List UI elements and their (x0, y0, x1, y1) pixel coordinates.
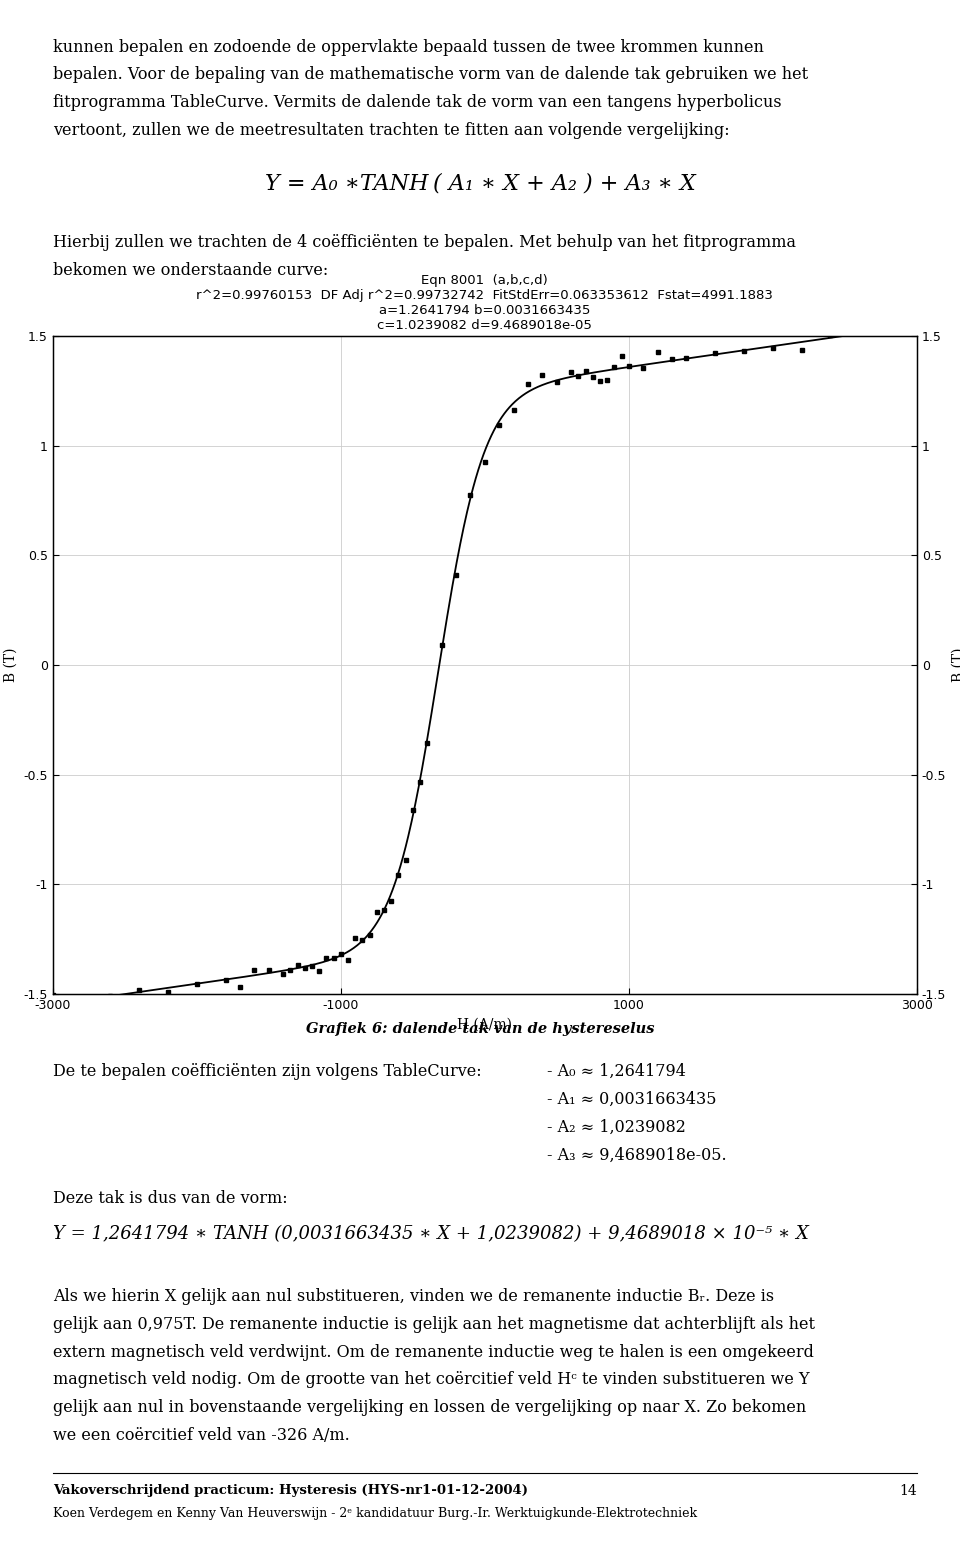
Text: gelijk aan nul in bovenstaande vergelijking en lossen de vergelijking op naar X.: gelijk aan nul in bovenstaande vergelijk… (53, 1399, 806, 1416)
Text: De te bepalen coëfficiënten zijn volgens TableCurve:: De te bepalen coëfficiënten zijn volgens… (53, 1063, 481, 1080)
Text: Koen Verdegem en Kenny Van Heuverswijn - 2ᵉ kandidatuur Burg.-Ir. Werktuigkunde-: Koen Verdegem en Kenny Van Heuverswijn -… (53, 1507, 697, 1519)
Text: gelijk aan 0,975T. De remanente inductie is gelijk aan het magnetisme dat achter: gelijk aan 0,975T. De remanente inductie… (53, 1316, 815, 1333)
Text: - A₃ ≈ 9,4689018e-05.: - A₃ ≈ 9,4689018e-05. (547, 1147, 727, 1163)
Text: bepalen. Voor de bepaling van de mathematische vorm van de dalende tak gebruiken: bepalen. Voor de bepaling van de mathema… (53, 66, 808, 83)
Text: fitprogramma TableCurve. Vermits de dalende tak de vorm van een tangens hyperbol: fitprogramma TableCurve. Vermits de dale… (53, 94, 781, 111)
Text: vertoont, zullen we de meetresultaten trachten te fitten aan volgende vergelijki: vertoont, zullen we de meetresultaten tr… (53, 122, 730, 139)
Text: 14: 14 (900, 1484, 917, 1498)
Text: Als we hierin X gelijk aan nul substitueren, vinden we de remanente inductie Bᵣ.: Als we hierin X gelijk aan nul substitue… (53, 1288, 774, 1305)
X-axis label: H (A/m): H (A/m) (457, 1017, 513, 1031)
Text: extern magnetisch veld verdwijnt. Om de remanente inductie weg te halen is een o: extern magnetisch veld verdwijnt. Om de … (53, 1344, 814, 1361)
Y-axis label: B (T): B (T) (951, 647, 960, 683)
Text: Hierbij zullen we trachten de 4 coëfficiënten te bepalen. Met behulp van het fit: Hierbij zullen we trachten de 4 coëffici… (53, 234, 796, 251)
Text: kunnen bepalen en zodoende de oppervlakte bepaald tussen de twee krommen kunnen: kunnen bepalen en zodoende de oppervlakt… (53, 39, 763, 55)
Text: Vakoverschrijdend practicum: Hysteresis (HYS-nr1-01-12-2004): Vakoverschrijdend practicum: Hysteresis … (53, 1484, 528, 1496)
Y-axis label: B (T): B (T) (4, 647, 18, 683)
Text: Grafiek 6: dalende tak van de hystereselus: Grafiek 6: dalende tak van de hysteresel… (305, 1022, 655, 1036)
Title: Eqn 8001  (a,b,c,d)
r^2=0.99760153  DF Adj r^2=0.99732742  FitStdErr=0.063353612: Eqn 8001 (a,b,c,d) r^2=0.99760153 DF Adj… (197, 274, 773, 331)
Text: Deze tak is dus van de vorm:: Deze tak is dus van de vorm: (53, 1190, 287, 1207)
Text: - A₀ ≈ 1,2641794: - A₀ ≈ 1,2641794 (547, 1063, 686, 1080)
Text: Y = A₀ ∗TANH ( A₁ ∗ X + A₂ ) + A₃ ∗ X: Y = A₀ ∗TANH ( A₁ ∗ X + A₂ ) + A₃ ∗ X (265, 173, 695, 194)
Text: - A₂ ≈ 1,0239082: - A₂ ≈ 1,0239082 (547, 1119, 686, 1136)
Text: magnetisch veld nodig. Om de grootte van het coërcitief veld Hᶜ te vinden substi: magnetisch veld nodig. Om de grootte van… (53, 1371, 809, 1388)
Text: bekomen we onderstaande curve:: bekomen we onderstaande curve: (53, 262, 328, 279)
Text: we een coërcitief veld van -326 A/m.: we een coërcitief veld van -326 A/m. (53, 1427, 349, 1444)
Text: - A₁ ≈ 0,0031663435: - A₁ ≈ 0,0031663435 (547, 1091, 717, 1108)
Text: Y = 1,2641794 ∗ TANH (0,0031663435 ∗ X + 1,0239082) + 9,4689018 × 10⁻⁵ ∗ X: Y = 1,2641794 ∗ TANH (0,0031663435 ∗ X +… (53, 1225, 808, 1244)
